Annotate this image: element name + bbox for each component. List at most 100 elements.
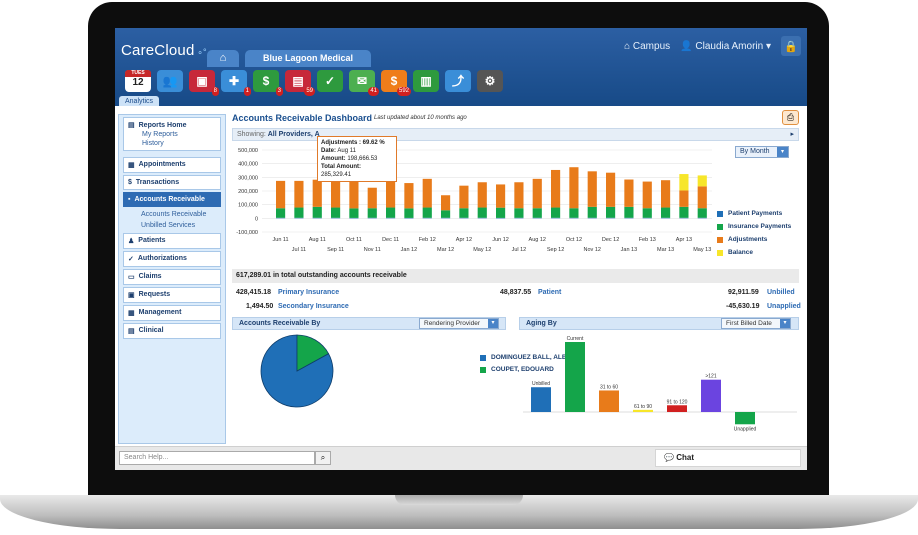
aging-bar-label: Unbilled [532,381,550,387]
chart-tooltip: Adjustments : 69.62 % Date: Aug 11 Amoun… [317,136,397,182]
claims-icon[interactable]: $592 [381,70,411,96]
history-link[interactable]: History [142,140,164,147]
check-icon[interactable]: ✓ [317,70,343,92]
x-tick-label: Nov 11 [364,247,381,253]
secondary-amount: 1,494.50 [246,303,274,310]
carecloud-logo[interactable]: CareCloud ∘° [121,42,207,59]
practice-tab[interactable]: Blue Lagoon Medical [245,50,372,67]
sidebar-item-label: Appointments [138,161,186,168]
library-icon[interactable]: ▥ [413,70,439,92]
legend-swatch [480,366,486,373]
aging-bar [531,387,551,412]
document-icon: ▭ [128,274,135,281]
bar-segment [367,217,377,219]
x-tick-label: Feb 12 [419,237,436,243]
y-tick-label: 500,000 [238,148,258,154]
bar-segment [624,217,634,219]
messages-icon[interactable]: ✉ 41 [349,70,379,96]
x-tick-label: Apr 12 [456,237,472,243]
tooltip-date-value: Aug 11 [337,148,356,154]
primary-insurance-link[interactable]: Primary Insurance [278,289,340,296]
bar-segment [532,178,542,209]
bar-segment [386,217,396,219]
settings-gear-icon[interactable]: ⚙ [477,70,503,92]
bar-segment [459,185,469,209]
bar-segment [477,182,487,208]
y-tick-label: 100,000 [238,203,258,209]
chat-button[interactable]: 💬 Chat [655,449,801,467]
aging-bar-label: 31 to 60 [600,384,618,390]
x-tick-label: May 12 [473,247,491,253]
print-button[interactable]: ⎙ [782,110,799,125]
x-tick-label: May 13 [693,247,711,253]
bar-segment [514,208,524,218]
secondary-insurance-link[interactable]: Secondary Insurance [278,303,349,310]
bar-segment [459,208,469,218]
showing-value: All Providers, A [267,131,320,138]
bar-segment [697,175,707,187]
search-icon[interactable]: ⌕ [315,451,331,465]
tasks-icon[interactable]: ✚ 1 [221,70,251,96]
rendering-provider-select[interactable]: Rendering Provider ▾ [419,318,499,329]
sidebar-item-requests[interactable]: ▣ Requests [123,287,221,303]
sidebar-item-clinical[interactable]: ▤ Clinical [123,323,221,339]
sidebar-item-management[interactable]: ▦ Management [123,305,221,321]
analytics-icon[interactable]: ⤴ [445,70,471,92]
appointments-badge: 8 [211,87,219,96]
chat-icon: 💬 [664,453,674,462]
rendering-provider-value: Rendering Provider [424,320,481,327]
clipboard-icon: ▤ [128,328,135,335]
sidebar-item-transactions[interactable]: $ Transactions [123,175,221,190]
patient-link[interactable]: Patient [538,289,562,296]
bar-segment [661,207,671,218]
chevron-right-icon[interactable]: ▸ [790,131,794,138]
bar-segment [569,167,579,209]
list-icon: ▤ [128,122,135,129]
campus-link[interactable]: ⌂ Campus [624,40,671,52]
legend-label: Patient Payments [728,210,783,217]
app-screen: CareCloud ∘° ⌂ Campus 👤 Claudia Amorin ▾… [115,28,807,470]
y-tick-label: -100,000 [236,230,258,236]
bar-segment [587,206,597,218]
bar-segment [441,195,451,211]
sidebar-item-authorizations[interactable]: ✓ Authorizations [123,251,221,267]
x-tick-label: Jun 12 [492,237,509,243]
sidebar-item-label: Accounts Receivable [134,196,205,203]
header-user-area: ⌂ Campus 👤 Claudia Amorin ▾ 🔒 [624,36,807,56]
sidebar-item-patients[interactable]: ♟ Patients [123,233,221,249]
aging-bar-label: 91 to 120 [667,399,688,405]
patients-icon[interactable]: 👥 [157,70,183,92]
unbilled-link[interactable]: Unbilled [767,289,795,296]
unapplied-link[interactable]: Unapplied [767,303,801,310]
legend-entry: Balance [717,249,791,256]
x-tick-label: Sep 11 [327,247,344,253]
bar-segment [276,217,286,219]
dashboard-content: Accounts Receivable Dashboard Last updat… [229,110,801,450]
search-help-input[interactable]: Search Help... [119,451,315,465]
legend-entry: Adjustments [717,236,791,243]
legend-label: DOMINGUEZ BALL, ALBERTO [491,354,585,361]
my-reports-link[interactable]: My Reports [142,131,178,138]
lock-icon[interactable]: 🔒 [781,36,801,56]
bar-segment [587,171,597,207]
sidebar-item-accounts-receivable[interactable]: ▪ Accounts Receivable [123,192,221,207]
documents-icon[interactable]: ▤ 59 [285,70,315,96]
calendar-button[interactable]: TUES 12 [125,70,151,92]
reports-home-link[interactable]: ▤ Reports Home [128,121,216,130]
sidebar-sub-accounts-receivable[interactable]: Accounts Receivable [141,211,207,218]
bar-segment [404,217,414,219]
x-tick-label: Sep 12 [547,247,564,253]
sidebar-item-claims[interactable]: ▭ Claims [123,269,221,285]
home-tab[interactable]: ⌂ [207,50,239,67]
analytics-tab[interactable]: Analytics [119,96,160,107]
appointments-icon[interactable]: ▣ 8 [189,70,219,96]
aging-bar-label: 61 to 90 [634,404,652,410]
bar-segment [606,206,616,218]
period-select[interactable]: By Month ▾ [735,146,789,158]
sidebar-sub-unbilled-services[interactable]: Unbilled Services [141,222,196,229]
bar-segment [404,183,414,209]
billing-icon[interactable]: $3 [253,70,283,96]
first-billed-date-select[interactable]: First Billed Date ▾ [721,318,791,329]
user-menu[interactable]: 👤 Claudia Amorin ▾ [680,40,771,52]
sidebar-item-appointments[interactable]: ▦ Appointments [123,157,221,173]
